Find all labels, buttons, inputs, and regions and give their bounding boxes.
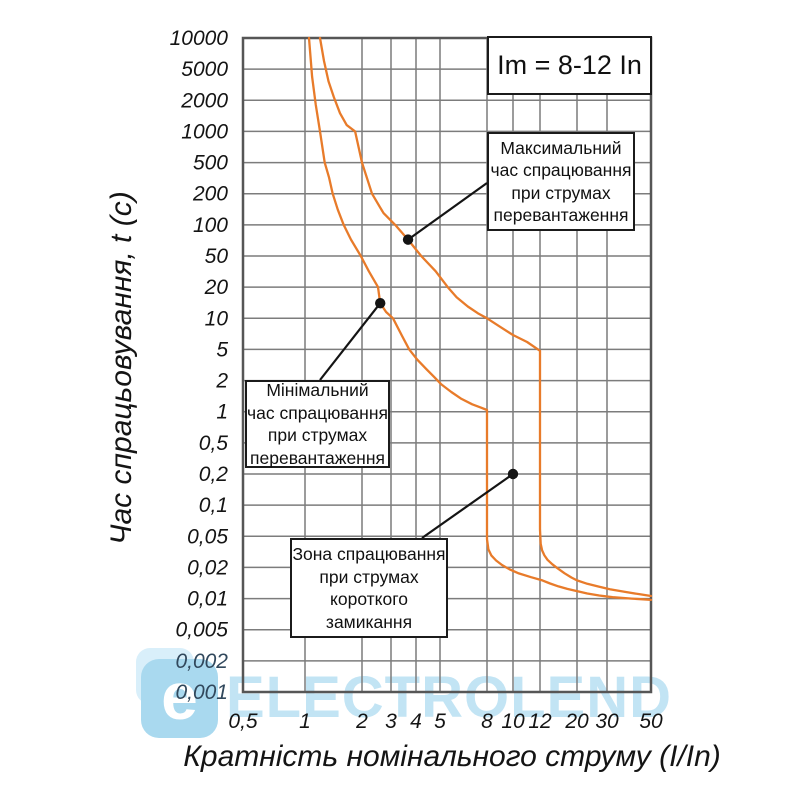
max-trip-curve bbox=[318, 36, 653, 598]
y-axis-tick-label: 0,01 bbox=[187, 588, 228, 611]
callout-line: перевантаження bbox=[493, 205, 629, 225]
axis-tick-labels: 0,5 1 2 3 4 5 8 10 12 20 30 50100005000200010005002… bbox=[170, 27, 663, 733]
callout-line: замикання bbox=[325, 611, 413, 632]
callout-line: перевантаження bbox=[250, 447, 385, 468]
leader-line-max bbox=[407, 182, 488, 241]
watermark-logo-letter: e bbox=[161, 658, 198, 733]
x-axis-tick-label: 5 bbox=[434, 710, 446, 733]
callout-line: Максимальний bbox=[500, 137, 622, 158]
y-axis-tick-label: 20 bbox=[204, 276, 229, 299]
callout-line: Мінімальний bbox=[266, 380, 369, 400]
callout-dot-zona bbox=[507, 468, 519, 480]
magnetic-trip-range-box: Im = 8-12 In bbox=[487, 36, 652, 95]
x-axis-tick-label: 4 bbox=[410, 710, 422, 733]
callout-line: час спрацювання bbox=[490, 160, 632, 180]
callout-max-trip-time: Максимальний час спрацювання при струмах… bbox=[487, 132, 635, 231]
callout-line: час спрацювання bbox=[247, 402, 388, 423]
callout-line: при струмах bbox=[319, 566, 419, 587]
plot-frame bbox=[241, 36, 653, 694]
watermark-text: ELECTROLEND bbox=[226, 665, 672, 730]
callout-leader-lines bbox=[319, 182, 519, 539]
y-axis-tick-label: 2 bbox=[215, 370, 228, 393]
x-axis-tick-label: 8 bbox=[481, 710, 493, 733]
leader-line-min bbox=[319, 302, 382, 381]
y-axis-tick-label: 200 bbox=[192, 183, 228, 206]
y-axis-tick-label: 1000 bbox=[181, 120, 228, 143]
min-trip-curve bbox=[307, 36, 653, 602]
x-axis-tick-label: 12 bbox=[528, 710, 552, 733]
y-axis-tick-label: 5 bbox=[216, 338, 228, 361]
leader-line-zona bbox=[421, 473, 514, 539]
callout-dot-min bbox=[375, 297, 386, 309]
y-axis-tick-label: 100 bbox=[193, 214, 228, 237]
callout-line: при струмах bbox=[511, 182, 611, 203]
y-axis-tick-label: 50 bbox=[205, 245, 229, 268]
x-axis-tick-label: 20 bbox=[564, 710, 589, 733]
x-axis-tick-label: 50 bbox=[639, 710, 663, 733]
callout-dot-max bbox=[402, 234, 414, 245]
trip-curves bbox=[307, 36, 653, 602]
callout-min-trip-time: Мінімальний час спрацювання при струмах … bbox=[245, 380, 390, 468]
x-axis-tick-label: 3 bbox=[385, 710, 397, 733]
x-axis-title: Кратність номінального струму (I/In) bbox=[183, 740, 721, 773]
y-axis-tick-label: 0,001 bbox=[175, 681, 228, 704]
y-axis-tick-label: 1 bbox=[216, 401, 228, 424]
watermark-logo: e bbox=[141, 659, 218, 738]
x-axis-tick-label: 2 bbox=[355, 710, 368, 733]
x-axis-tick-label: 10 bbox=[501, 710, 525, 733]
y-axis-tick-label: 0,2 bbox=[199, 463, 229, 486]
y-axis-tick-label: 0,05 bbox=[187, 525, 228, 548]
y-axis-tick-label: 500 bbox=[193, 152, 228, 175]
y-axis-tick-label: 2000 bbox=[180, 89, 228, 112]
y-axis-tick-label: 10000 bbox=[170, 27, 229, 50]
y-axis-tick-label: 10 bbox=[205, 307, 229, 330]
x-axis-tick-label: 30 bbox=[595, 710, 619, 733]
callout-line: короткого bbox=[330, 589, 408, 609]
x-axis-tick-label: 1 bbox=[299, 710, 311, 733]
y-axis-tick-label: 0,1 bbox=[199, 494, 228, 517]
x-axis-tick-label: 0,5 bbox=[228, 710, 258, 733]
y-axis-tick-label: 5000 bbox=[181, 58, 228, 81]
y-axis-tick-label: 0,002 bbox=[175, 650, 228, 673]
magnetic-trip-range-label: Im = 8-12 In bbox=[497, 50, 642, 80]
callout-line: Зона спрацювання bbox=[292, 544, 446, 564]
callout-line: при струмах bbox=[267, 425, 368, 445]
y-axis-tick-label: 0,5 bbox=[199, 432, 229, 455]
y-axis-tick-label: 0,005 bbox=[175, 619, 228, 642]
y-axis-title: Час спрацьовування, t (c) bbox=[105, 191, 138, 544]
y-axis-tick-label: 0,02 bbox=[187, 556, 228, 579]
callout-short-circuit-zone: Зона спрацювання при струмах короткого з… bbox=[290, 538, 448, 638]
